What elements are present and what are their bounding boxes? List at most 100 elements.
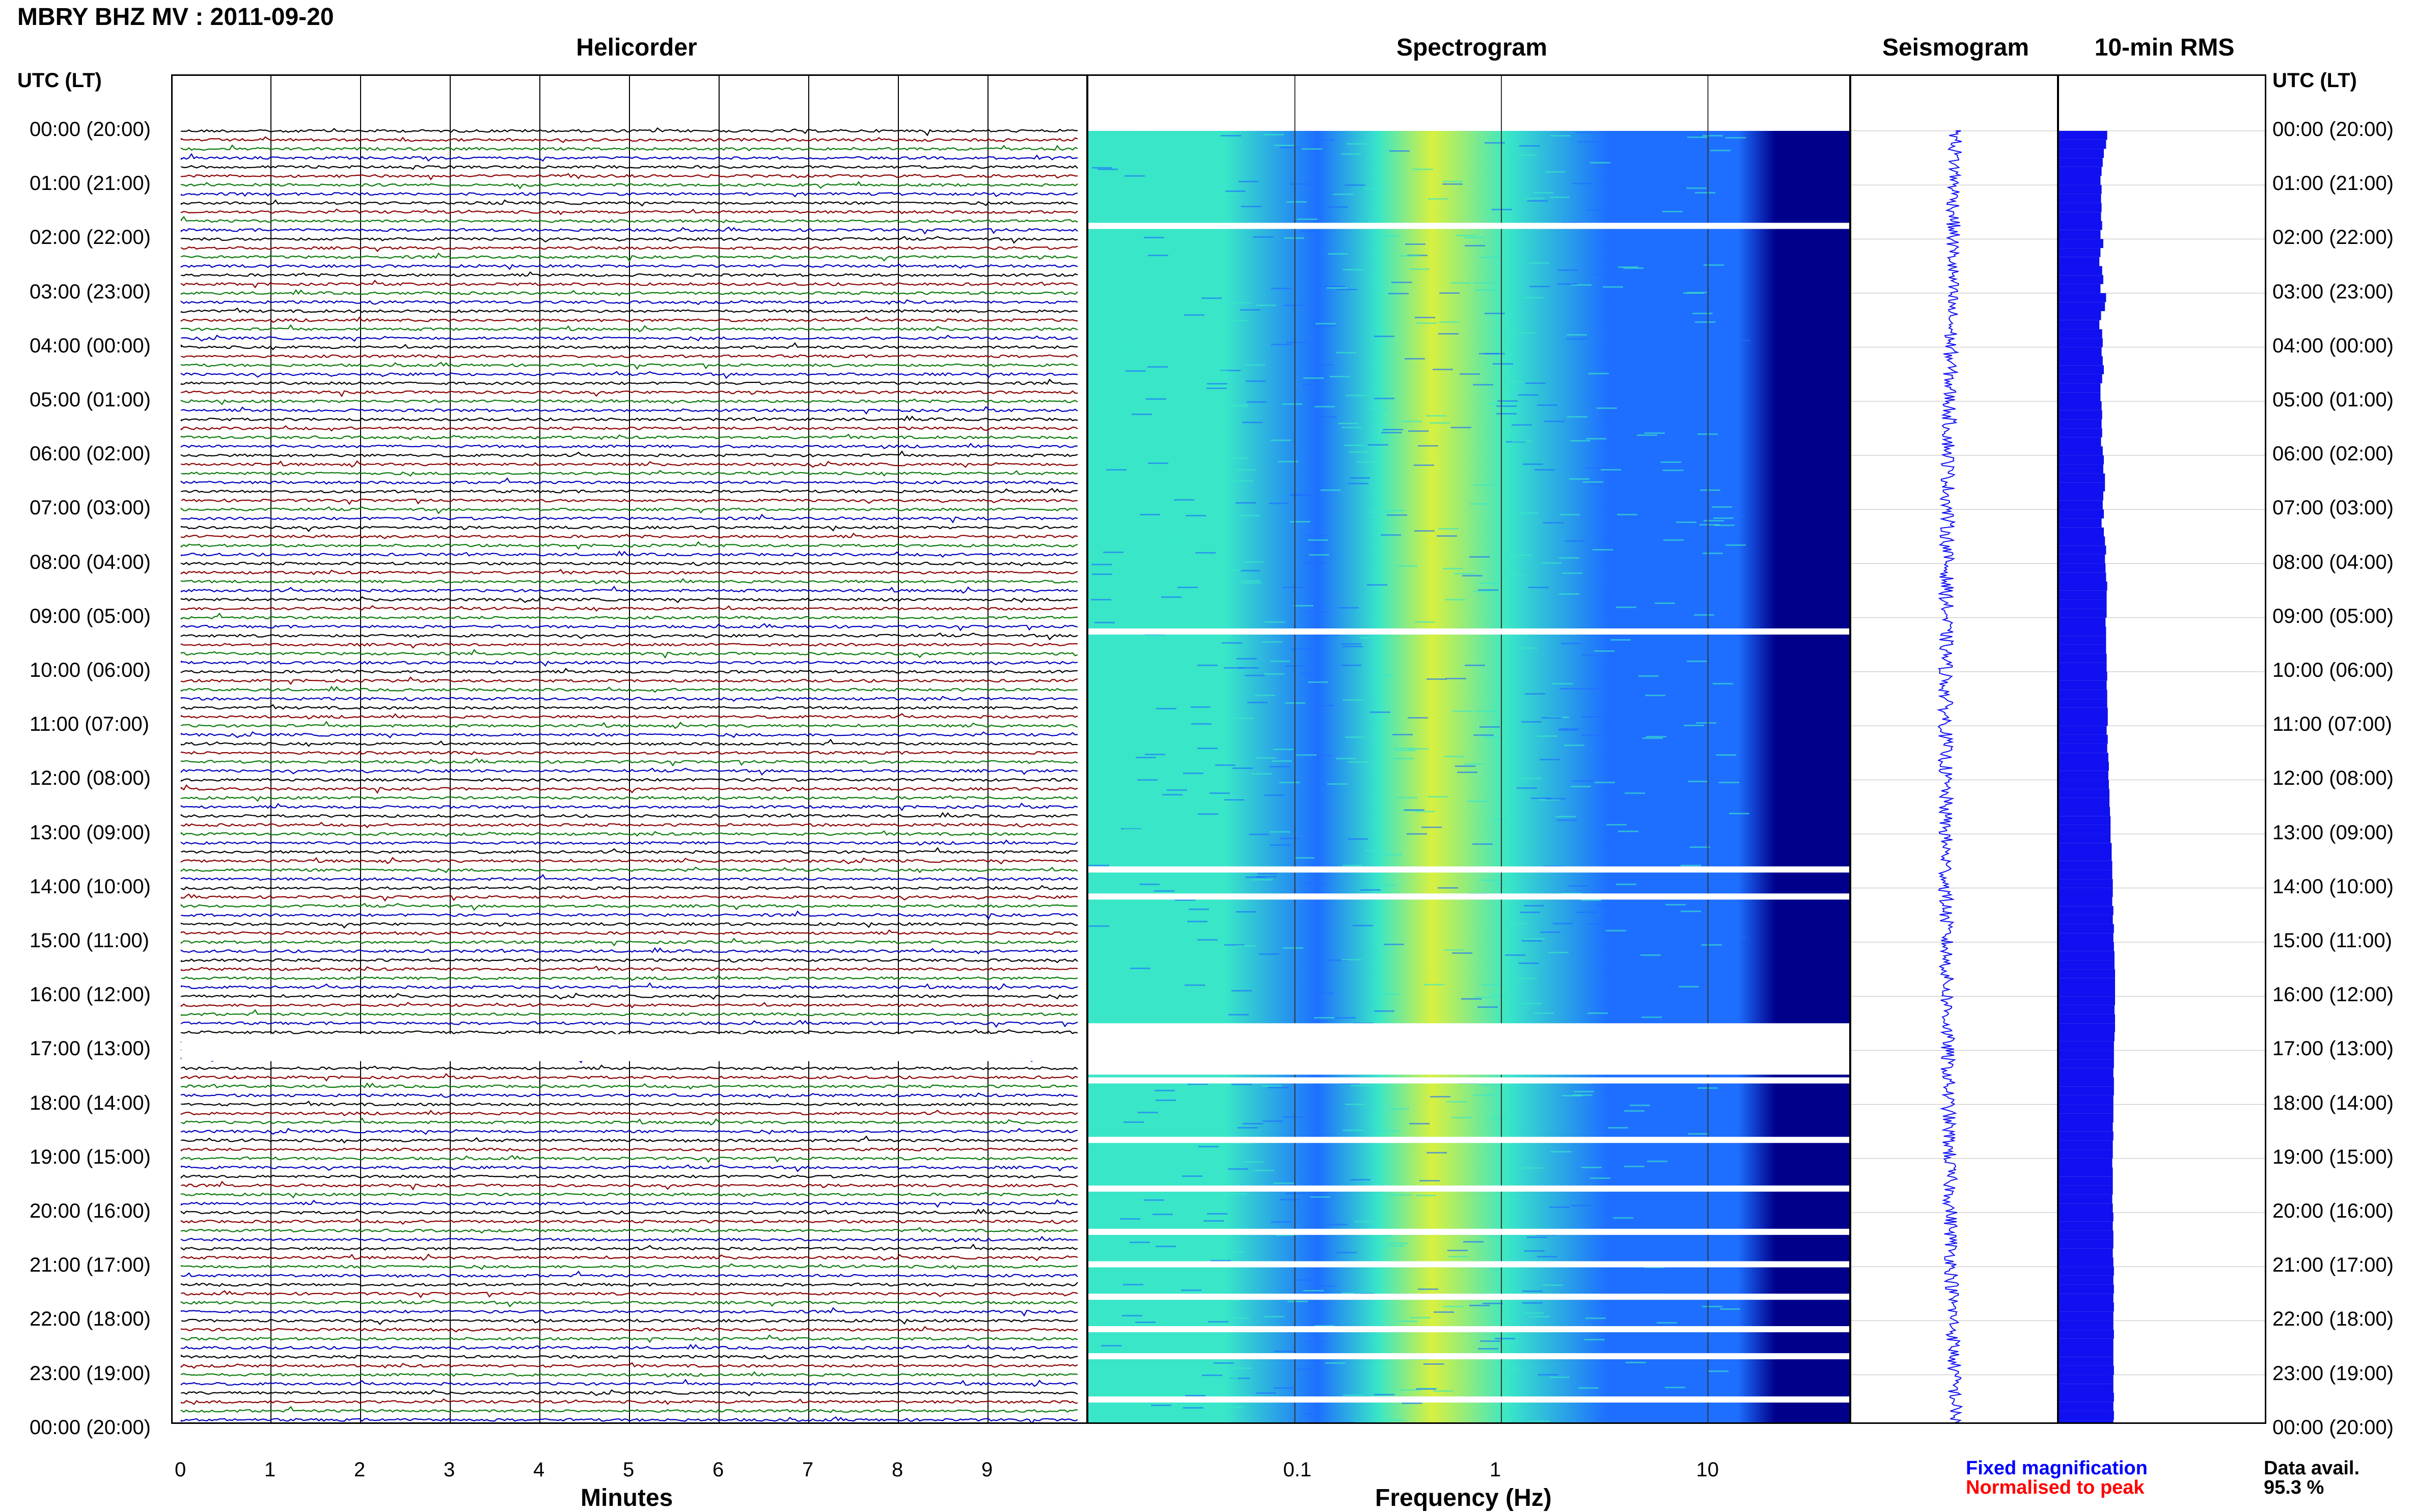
spectrogram-noise	[1524, 1250, 1545, 1252]
spectrogram-noise	[1120, 1218, 1140, 1220]
spectrogram-noise	[1274, 1351, 1295, 1352]
rms-bar	[2059, 1203, 2113, 1213]
hour-label-left: 21:00 (17:00)	[30, 1254, 151, 1277]
helicorder-trace	[180, 893, 1078, 902]
spectrogram-noise	[1479, 353, 1499, 354]
spectrogram-noise	[1588, 373, 1609, 374]
spectrogram-noise	[1255, 757, 1276, 759]
spectrogram-noise	[1243, 1161, 1264, 1163]
helicorder-trace	[180, 164, 1078, 170]
spectrogram-noise	[1338, 423, 1358, 424]
spectrogram-noise	[1283, 587, 1303, 588]
spectrogram-noise	[1504, 575, 1525, 576]
spectrogram-noise	[1159, 542, 1179, 543]
hour-label-right: 06:00 (02:00)	[2272, 443, 2394, 465]
spectrogram-noise	[1302, 1413, 1322, 1415]
spectrogram-noise	[1368, 444, 1388, 446]
spectrogram-noise	[1302, 148, 1322, 150]
helicorder-trace	[180, 181, 1078, 190]
spectrogram-noise	[1529, 262, 1549, 264]
spectrogram-noise	[1387, 514, 1407, 516]
spectrogram-noise	[1215, 736, 1236, 737]
spectrogram-noise	[1240, 570, 1260, 571]
spectrogram-noise	[1360, 889, 1381, 891]
spectrogram-noise	[1236, 911, 1256, 913]
spectrogram-noise	[1247, 702, 1268, 703]
spectrogram-noise	[1119, 348, 1139, 349]
rms-bar	[2059, 590, 2107, 600]
rms-bar	[2059, 996, 2115, 1005]
spectrogram-noise	[1603, 286, 1623, 288]
rms-bar	[2059, 392, 2101, 401]
spectrogram-plot	[1088, 76, 1849, 1422]
spectrogram-noise	[1357, 461, 1377, 463]
spectrogram-noise	[1687, 661, 1707, 662]
spectrogram-noise	[1702, 1306, 1722, 1307]
spectrogram-noise	[1491, 1118, 1511, 1119]
hour-label-right: 19:00 (15:00)	[2272, 1145, 2394, 1168]
helicorder-trace	[180, 226, 1078, 235]
spectrogram-noise	[1220, 370, 1241, 371]
spectrogram-noise	[1703, 135, 1723, 136]
spectrogram-noise	[1442, 183, 1463, 185]
spectrogram-noise	[1606, 824, 1627, 826]
spectrogram-noise	[1439, 292, 1460, 294]
rms-bar	[2059, 1149, 2113, 1159]
spectrogram-noise	[1567, 338, 1587, 340]
spectrogram-noise	[1327, 783, 1348, 785]
spectrogram-noise	[1656, 1197, 1676, 1199]
rms-bar	[2059, 1086, 2114, 1095]
spectrogram-noise	[1610, 639, 1631, 641]
spectrogram-noise	[1181, 1289, 1201, 1291]
spectrogram-noise	[1424, 984, 1444, 985]
spectrogram-noise	[1350, 1179, 1370, 1180]
rms-bar	[2059, 707, 2108, 717]
helicorder-trace	[180, 506, 1078, 514]
rms-bar	[2059, 1411, 2114, 1420]
spectrogram-noise	[1336, 352, 1356, 353]
spectrogram-noise	[1264, 1316, 1284, 1317]
spectrogram-noise	[1256, 876, 1276, 877]
spectrogram-noise	[1263, 1120, 1283, 1122]
spectrogram-noise	[1413, 169, 1433, 170]
hour-label-right: 18:00 (14:00)	[2272, 1091, 2394, 1114]
hour-label-left: 07:00 (03:00)	[30, 497, 151, 519]
spectrogram-noise	[1185, 150, 1205, 151]
spectrogram-noise	[1137, 779, 1158, 781]
rms-bar	[2059, 834, 2111, 843]
spectrogram-noise	[1539, 799, 1559, 801]
spectrogram-noise	[1495, 335, 1515, 337]
spectrogram-noise	[1572, 183, 1593, 184]
spectrogram-noise	[1564, 745, 1584, 746]
helicorder-trace	[180, 561, 1078, 567]
spectrogram-noise	[1132, 133, 1153, 134]
spectrogram-noise	[1427, 1152, 1447, 1153]
rms-bar	[2059, 464, 2103, 474]
helicorder-trace	[180, 144, 1078, 152]
spectrogram-noise	[1477, 1006, 1498, 1008]
spectrogram-noise	[1626, 990, 1647, 992]
spectrogram-noise	[1296, 754, 1316, 756]
spectrogram-noise	[1452, 952, 1472, 954]
spectrogram-noise	[1200, 1347, 1220, 1349]
spectrogram-noise	[1107, 890, 1128, 891]
rms-bar	[2059, 879, 2113, 888]
hour-label-left: 01:00 (21:00)	[30, 172, 151, 195]
helicorder-trace	[180, 795, 1078, 802]
rms-bar	[2059, 717, 2108, 726]
spectrogram-noise	[1383, 429, 1403, 430]
spectrogram-noise	[1482, 984, 1502, 985]
spectrogram-noise	[1306, 1341, 1326, 1342]
spectrogram-noise	[1725, 937, 1745, 938]
spectrogram-noise	[1644, 432, 1665, 434]
helicorder-trace	[180, 910, 1078, 920]
rms-bar	[2059, 762, 2109, 771]
helicorder-trace	[180, 460, 1078, 468]
spectrogram-noise	[1495, 1338, 1515, 1339]
spectrogram-noise	[1225, 190, 1246, 192]
spectrogram-noise	[1483, 1303, 1503, 1304]
spectrogram-noise	[1596, 273, 1616, 275]
spectrogram-noise	[1127, 198, 1147, 200]
spectrogram-noise	[1345, 1104, 1365, 1105]
spectrogram-noise	[1661, 461, 1681, 463]
